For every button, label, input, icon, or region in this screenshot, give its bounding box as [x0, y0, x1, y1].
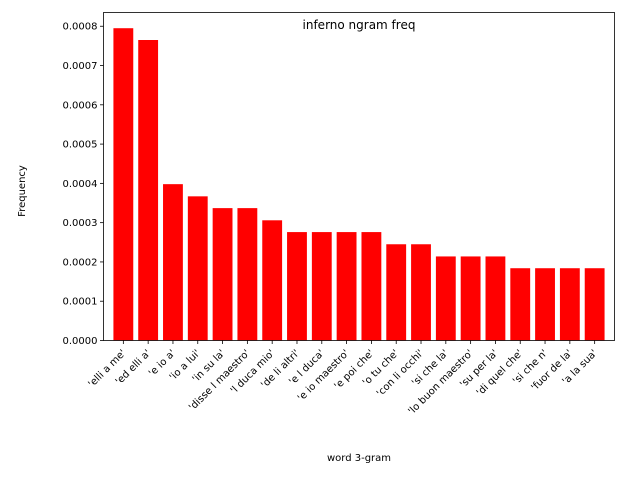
- bar: [460, 256, 481, 341]
- bar: [311, 232, 332, 341]
- bar: [212, 208, 233, 341]
- bar: [584, 268, 605, 341]
- y-tick-label: 0.0008: [63, 22, 98, 33]
- y-tick-label: 0.0002: [63, 257, 98, 268]
- bar: [361, 232, 382, 341]
- bars-group: [113, 28, 605, 341]
- bar: [510, 268, 531, 341]
- bar: [113, 28, 134, 341]
- y-tick-label: 0.0007: [63, 61, 98, 72]
- y-tick-label: 0.0003: [63, 218, 98, 229]
- y-tick-label: 0.0001: [63, 297, 98, 308]
- bar: [187, 196, 208, 341]
- bar: [535, 268, 555, 341]
- y-tick-label: 0.0000: [63, 336, 98, 347]
- plot-frame: [103, 12, 615, 341]
- bar: [237, 208, 258, 341]
- bar: [435, 256, 456, 341]
- bar: [163, 184, 183, 341]
- y-tick-label: 0.0004: [63, 179, 98, 190]
- bar: [411, 244, 431, 341]
- bar: [138, 40, 159, 341]
- bar: [336, 232, 357, 341]
- bar: [287, 232, 307, 341]
- y-tick-label: 0.0005: [63, 140, 98, 151]
- y-axis-title: Frequency: [17, 165, 28, 217]
- bar: [262, 220, 283, 341]
- bar: [485, 256, 506, 341]
- chart-title: inferno ngram freq: [303, 18, 416, 32]
- bar: [386, 244, 407, 341]
- y-tick-label: 0.0006: [63, 100, 98, 111]
- y-axis: 0.0000 0.0001 0.0002 0.0003 0.0004 0.0005 0.00…: [63, 22, 104, 347]
- bar: [559, 268, 580, 341]
- x-axis-title: word 3-gram: [327, 453, 391, 464]
